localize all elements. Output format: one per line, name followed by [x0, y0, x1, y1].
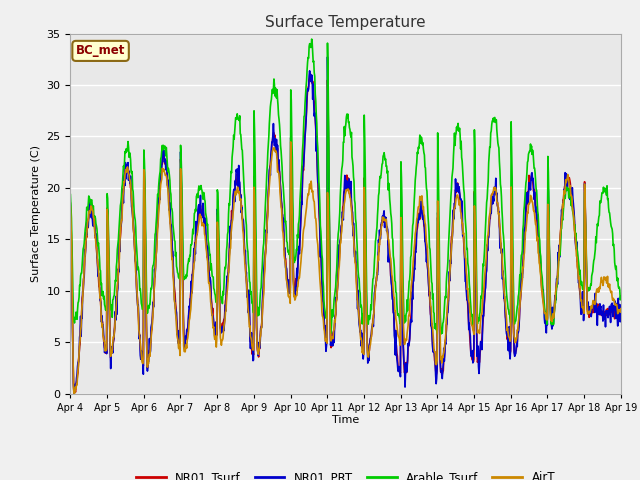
NR01_Tsurf [271, 141, 279, 146]
NR01_PRT [324, 54, 332, 60]
NR01_Tsurf [617, 312, 625, 317]
Line: NR01_PRT: NR01_PRT [70, 57, 621, 394]
NR01_PRT [70, 391, 78, 396]
AirT [352, 261, 360, 266]
NR01_PRT [139, 362, 147, 368]
Arable_Tsurf [271, 93, 279, 99]
Arable_Tsurf [308, 36, 316, 42]
NR01_Tsurf [70, 391, 78, 396]
NR01_PRT [617, 318, 625, 324]
Arable_Tsurf [351, 200, 359, 206]
Arable_Tsurf [138, 306, 146, 312]
Legend: NR01_Tsurf, NR01_PRT, Arable_Tsurf, AirT: NR01_Tsurf, NR01_PRT, Arable_Tsurf, AirT [131, 466, 560, 480]
Line: AirT: AirT [70, 142, 621, 394]
Arable_Tsurf [617, 293, 625, 299]
AirT [139, 360, 147, 366]
NR01_Tsurf [352, 259, 360, 264]
Text: BC_met: BC_met [76, 44, 125, 58]
NR01_Tsurf [465, 323, 473, 329]
AirT [287, 139, 294, 145]
Title: Surface Temperature: Surface Temperature [266, 15, 426, 30]
NR01_PRT [582, 260, 590, 265]
NR01_Tsurf [67, 200, 74, 206]
NR01_PRT [67, 207, 74, 213]
NR01_PRT [465, 320, 473, 326]
AirT [67, 204, 74, 210]
NR01_Tsurf [307, 71, 314, 77]
NR01_Tsurf [582, 252, 590, 257]
NR01_PRT [213, 328, 221, 334]
AirT [213, 336, 221, 342]
Bar [70, 85, 621, 136]
Arable_Tsurf [465, 281, 473, 287]
NR01_Tsurf [139, 360, 147, 366]
Line: NR01_Tsurf: NR01_Tsurf [70, 74, 621, 394]
X-axis label: Time: Time [332, 415, 359, 425]
NR01_PRT [271, 142, 279, 147]
AirT [617, 306, 625, 312]
AirT [70, 391, 78, 396]
Arable_Tsurf [437, 331, 445, 337]
Arable_Tsurf [582, 242, 590, 248]
NR01_PRT [352, 249, 360, 254]
Arable_Tsurf [67, 192, 74, 197]
Arable_Tsurf [212, 300, 220, 305]
NR01_Tsurf [213, 332, 221, 338]
AirT [465, 300, 473, 306]
AirT [582, 248, 590, 254]
AirT [271, 149, 279, 155]
Y-axis label: Surface Temperature (C): Surface Temperature (C) [31, 145, 41, 282]
Line: Arable_Tsurf: Arable_Tsurf [70, 39, 621, 334]
